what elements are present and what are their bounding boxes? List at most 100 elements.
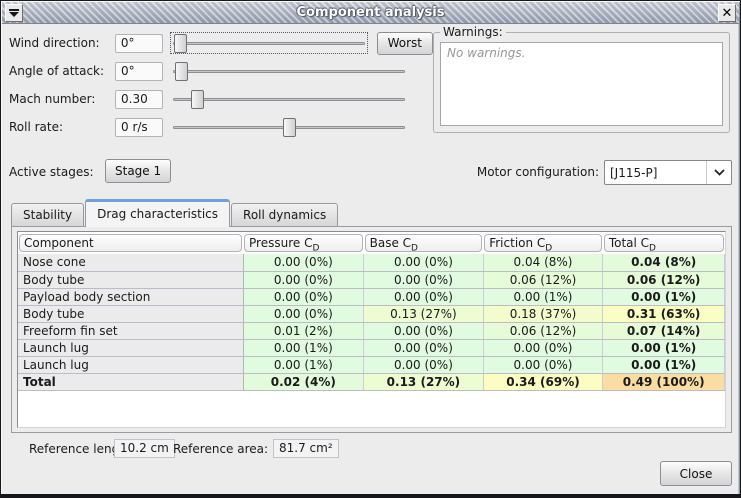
table-row: Nose cone 0.00 (0%) 0.00 (0%) 0.04 (8%) 0.04… — [18, 254, 725, 272]
tab-drag-characteristics[interactable]: Drag characteristics — [85, 199, 231, 227]
column-header-total-c[interactable]: Total CD — [603, 234, 724, 252]
mach-number-slider[interactable] — [170, 88, 408, 110]
reference-area-value: 81.7 cm² — [273, 439, 339, 458]
reference-length-label: Reference length: — [29, 442, 136, 456]
motor-config-value: [J115-P] — [610, 165, 658, 180]
table-row: Launch lug 0.00 (1%) 0.00 (0%) 0.00 (0%) 0.0… — [18, 339, 725, 357]
value-cell: 0.04 (8%) — [483, 254, 604, 272]
control-row: Roll rate: 0 r/s — [9, 116, 433, 138]
component-cell: Nose cone — [18, 254, 244, 272]
value-cell: 0.00 (0%) — [363, 339, 484, 357]
motor-config-label: Motor configuration: — [476, 165, 599, 179]
window-menu-icon[interactable] — [5, 4, 23, 22]
roll-rate-label: Roll rate: — [9, 120, 64, 134]
value-cell: 0.34 (69%) — [483, 373, 604, 391]
column-header-friction-c[interactable]: Friction CD — [484, 234, 602, 252]
table-row: Body tube 0.00 (0%) 0.13 (27%) 0.18 (37%) 0.… — [18, 305, 725, 323]
roll-rate-field[interactable]: 0 r/s — [115, 117, 163, 137]
value-cell: 0.02 (4%) — [243, 373, 365, 391]
motor-config-select[interactable]: [J115-P] — [604, 160, 732, 185]
tab-roll-dynamics[interactable]: Roll dynamics — [231, 203, 339, 227]
reference-area-label: Reference area: — [173, 442, 269, 456]
slider-track[interactable] — [173, 98, 405, 101]
value-cell: 0.13 (27%) — [363, 373, 484, 391]
column-header-component[interactable]: Component — [19, 234, 243, 252]
warnings-panel: Warnings: No warnings. — [433, 25, 730, 133]
value-cell: 0.00 (0%) — [483, 339, 604, 357]
value-cell: 0.00 (1%) — [602, 288, 725, 306]
value-cell: 0.04 (8%) — [602, 254, 725, 272]
title-bar[interactable]: Component analysis ✕ — [2, 2, 739, 24]
table-row: Payload body section 0.00 (0%) 0.00 (0%) 0.… — [18, 288, 725, 306]
slider-thumb[interactable] — [175, 62, 189, 81]
menu-arrow-icon — [9, 9, 19, 17]
value-cell: 0.00 (1%) — [483, 288, 604, 306]
table-row: Body tube 0.00 (0%) 0.00 (0%) 0.06 (12%) 0.0… — [18, 271, 725, 289]
column-header-base-c[interactable]: Base CD — [364, 234, 483, 252]
tab-bar: Stability Drag characteristics Roll dynami… — [11, 198, 339, 227]
wind-direction-field[interactable]: 0° — [114, 33, 163, 53]
control-row: Mach number: 0.30 — [9, 88, 433, 110]
wind-direction-slider[interactable] — [169, 32, 368, 54]
value-cell: 0.00 (0%) — [243, 305, 365, 323]
slider-track[interactable] — [173, 70, 405, 73]
value-cell: 0.00 (1%) — [602, 356, 725, 374]
slider-thumb[interactable] — [191, 90, 205, 109]
value-cell: 0.18 (37%) — [483, 305, 604, 323]
mach-number-field[interactable]: 0.30 — [115, 89, 163, 109]
value-cell: 0.06 (12%) — [602, 271, 725, 289]
slider-thumb[interactable] — [282, 118, 296, 137]
control-row: Angle of attack: 0° — [9, 60, 433, 82]
value-cell: 0.00 (0%) — [363, 356, 484, 374]
column-header-pressure-c[interactable]: Pressure CD — [244, 234, 363, 252]
value-cell: 0.00 (0%) — [243, 288, 365, 306]
warnings-message: No warnings. — [447, 46, 526, 60]
close-icon[interactable]: ✕ — [718, 4, 736, 22]
value-cell: 0.00 (0%) — [363, 322, 484, 340]
table-row: Total 0.02 (4%) 0.13 (27%) 0.34 (69%) 0.49 (… — [18, 373, 725, 391]
value-cell: 0.07 (14%) — [602, 322, 725, 340]
window-title: Component analysis — [296, 5, 445, 20]
drag-table: Component Pressure CD Base CD Friction CD To… — [17, 231, 726, 428]
value-cell: 0.00 (0%) — [363, 254, 484, 272]
value-cell: 0.00 (0%) — [243, 254, 365, 272]
close-button[interactable]: Close — [660, 461, 732, 486]
value-cell: 0.00 (1%) — [243, 339, 365, 357]
component-cell: Body tube — [18, 271, 244, 289]
chevron-down-icon — [706, 161, 731, 184]
stage-button[interactable]: Stage 1 — [105, 159, 172, 183]
worst-button[interactable]: Worst — [376, 31, 433, 55]
angle-of-attack-slider[interactable] — [170, 60, 408, 82]
table-row: Freeform fin set 0.01 (2%) 0.00 (0%) 0.06 (… — [18, 322, 725, 340]
component-cell: Body tube — [18, 305, 244, 323]
angle-of-attack-label: Angle of attack: — [9, 64, 105, 78]
roll-rate-slider[interactable] — [170, 116, 408, 138]
mach-number-label: Mach number: — [9, 92, 96, 106]
value-cell: 0.49 (100%) — [602, 373, 725, 391]
control-row: Wind direction: 0° Worst — [9, 31, 433, 55]
value-cell: 0.01 (2%) — [243, 322, 365, 340]
value-cell: 0.06 (12%) — [483, 322, 604, 340]
slider-thumb[interactable] — [174, 34, 188, 53]
table-row: Launch lug 0.00 (1%) 0.00 (0%) 0.00 (0%) 0.0… — [18, 356, 725, 374]
reference-length-value: 10.2 cm — [114, 439, 175, 458]
tab-stability[interactable]: Stability — [11, 203, 85, 227]
slider-track[interactable] — [172, 42, 365, 45]
angle-of-attack-field[interactable]: 0° — [115, 61, 163, 81]
component-cell: Payload body section — [18, 288, 244, 306]
value-cell: 0.00 (0%) — [243, 271, 365, 289]
drag-characteristics-panel: Component Pressure CD Base CD Friction CD To… — [11, 226, 732, 433]
value-cell: 0.31 (63%) — [602, 305, 725, 323]
component-cell: Launch lug — [18, 356, 244, 374]
value-cell: 0.00 (0%) — [363, 271, 484, 289]
value-cell: 0.00 (0%) — [363, 288, 484, 306]
value-cell: 0.06 (12%) — [483, 271, 604, 289]
drag-coefficient-table: Component Pressure CD Base CD Friction CD To… — [18, 232, 725, 391]
component-cell: Freeform fin set — [18, 322, 244, 340]
active-stages-label: Active stages: — [9, 165, 94, 179]
stage-buttons: Stage 1 — [105, 159, 172, 183]
component-cell: Launch lug — [18, 339, 244, 357]
value-cell: 0.00 (0%) — [483, 356, 604, 374]
analysis-controls: Wind direction: 0° Worst Angle of attack: 0°… — [9, 31, 433, 144]
